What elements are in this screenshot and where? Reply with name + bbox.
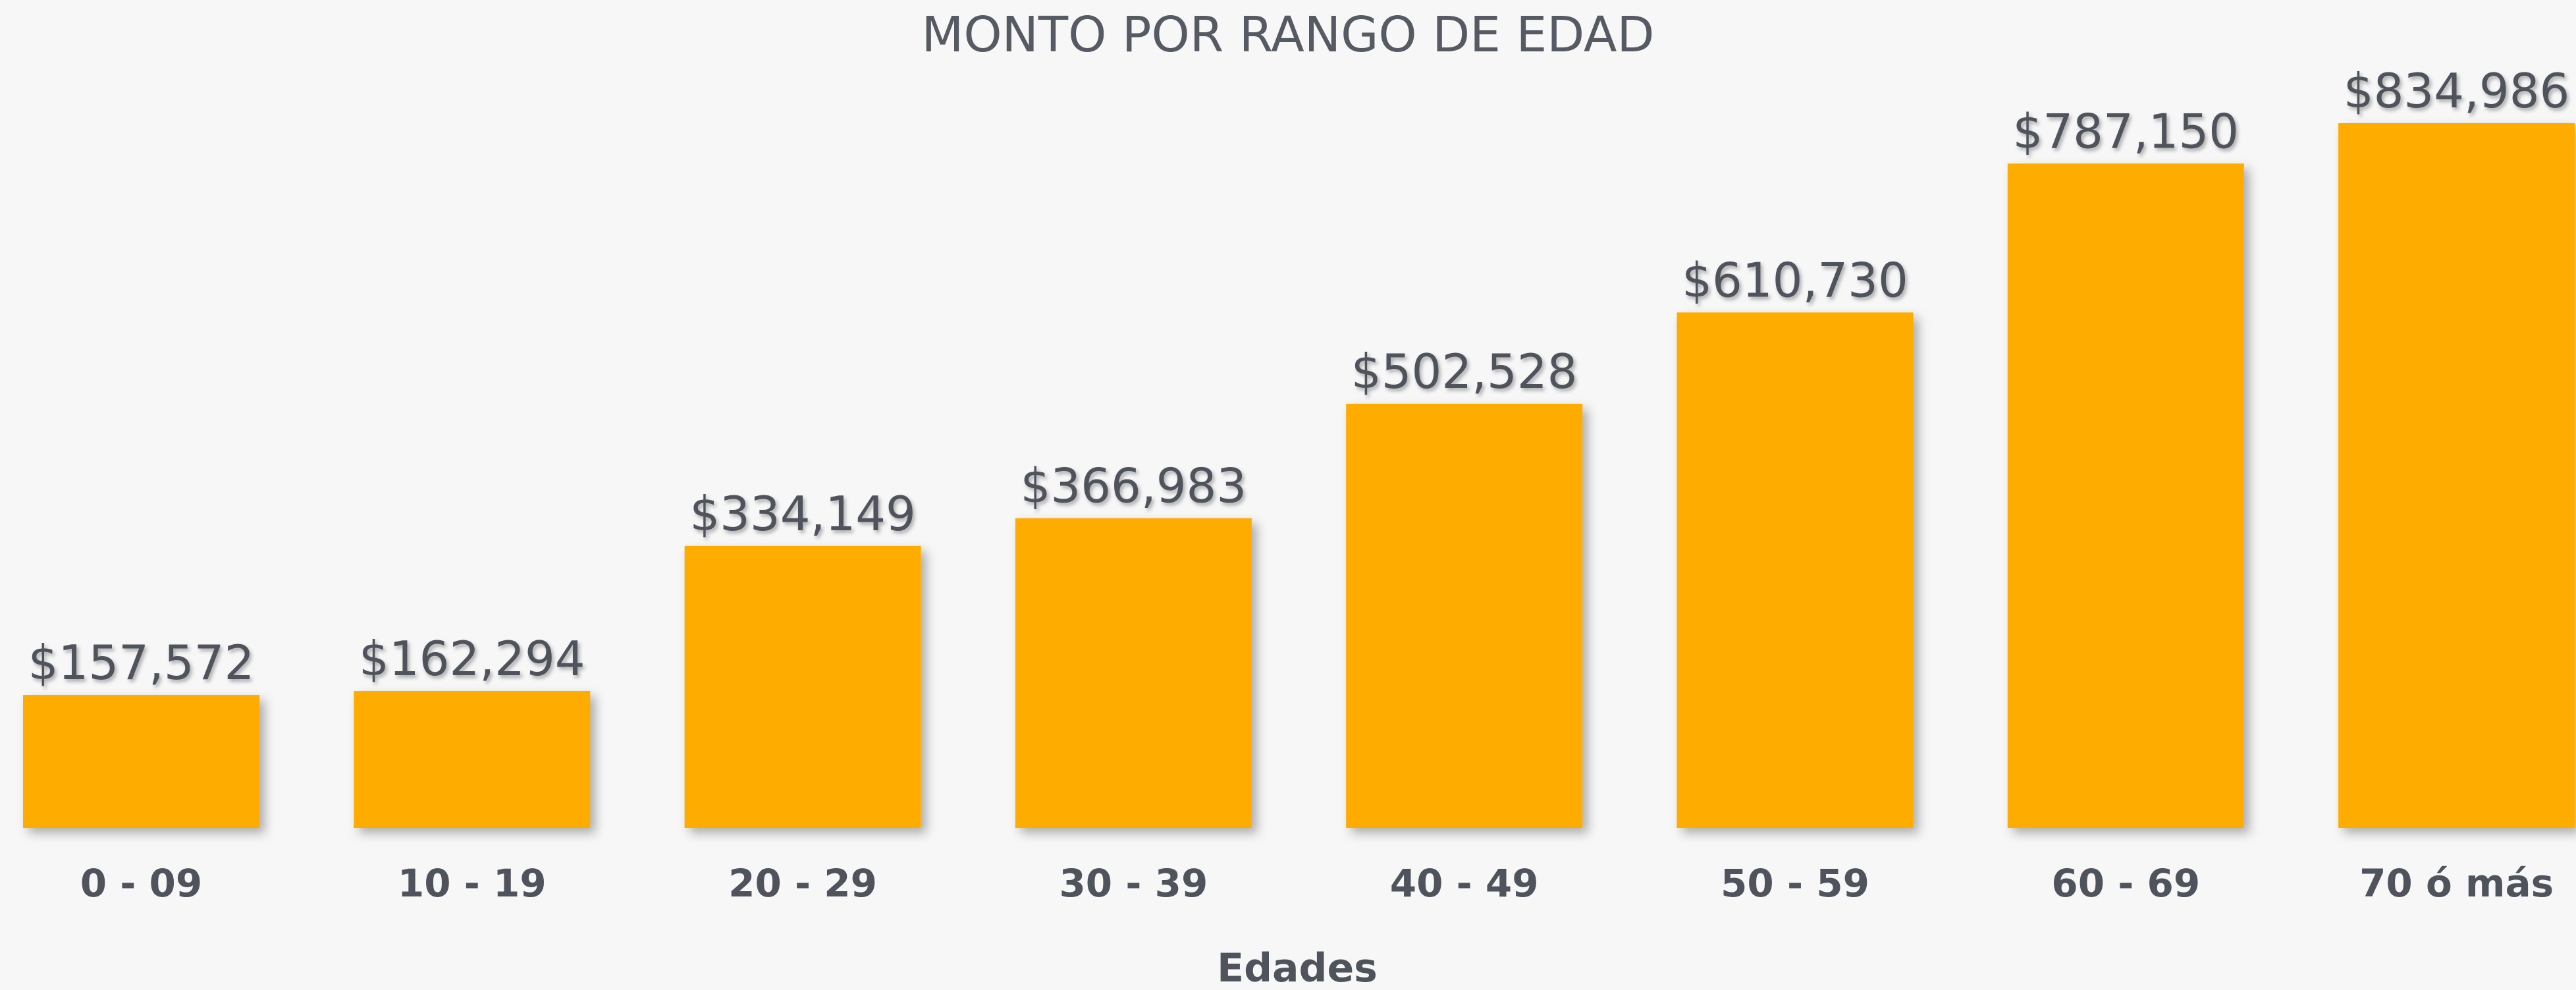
value-label: $157,572 bbox=[28, 635, 255, 690]
bar bbox=[2338, 123, 2575, 828]
bar bbox=[354, 691, 591, 828]
value-label: $834,986 bbox=[2344, 63, 2570, 119]
bar bbox=[23, 695, 259, 828]
x-tick-label: 70 ó más bbox=[2359, 861, 2554, 906]
value-label: $610,730 bbox=[1682, 252, 1908, 308]
x-tick-label: 30 - 39 bbox=[1059, 861, 1208, 906]
bar bbox=[1677, 312, 1914, 829]
chart-title: MONTO POR RANGO DE EDAD bbox=[921, 7, 1654, 63]
x-tick-label: 10 - 19 bbox=[398, 861, 547, 906]
x-tick-label: 0 - 09 bbox=[80, 861, 203, 906]
value-label: $334,149 bbox=[689, 486, 916, 541]
x-tick-label: 40 - 49 bbox=[1390, 861, 1539, 906]
value-label: $162,294 bbox=[359, 631, 585, 686]
x-axis-title: Edades bbox=[1217, 945, 1378, 990]
x-tick-label: 20 - 29 bbox=[728, 861, 877, 906]
value-label: $787,150 bbox=[2013, 103, 2240, 159]
value-label: $502,528 bbox=[1351, 344, 1578, 399]
bar bbox=[1346, 404, 1583, 828]
x-tick-label: 50 - 59 bbox=[1721, 861, 1869, 906]
value-label: $366,983 bbox=[1021, 458, 1247, 514]
bar bbox=[2007, 163, 2244, 828]
bar bbox=[684, 545, 921, 828]
x-tick-label: 60 - 69 bbox=[2051, 861, 2200, 906]
bar bbox=[1015, 518, 1252, 828]
